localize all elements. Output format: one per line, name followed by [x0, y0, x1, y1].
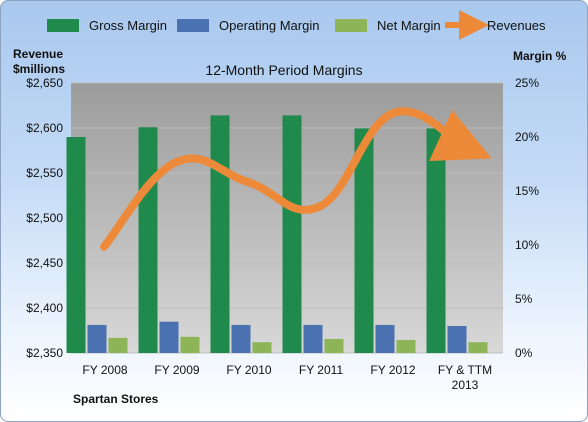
left-tick-label: $2,600: [26, 121, 63, 135]
company-name: Spartan Stores: [73, 392, 159, 406]
bar-net-margin: [252, 342, 272, 353]
bar-gross-margin: [426, 128, 446, 353]
left-tick-label: $2,500: [26, 211, 63, 225]
left-tick-label: $2,350: [26, 346, 63, 360]
revenue-line: [100, 107, 492, 251]
left-tick-label: $2,650: [26, 76, 63, 90]
category-label: 2013: [452, 378, 479, 392]
bar-net-margin: [324, 338, 344, 353]
category-labels: FY 2008 FY 2009 FY 2010 FY 2011 FY 2012 FY & …: [82, 363, 492, 392]
left-axis-ticks: $2,350 $2,400 $2,450 $2,500 $2,550 $2,600 $2,6…: [26, 76, 63, 360]
category-label: FY 2008: [82, 363, 127, 377]
category-label: FY 2012: [370, 363, 415, 377]
right-axis-ticks: 0% 5% 10% 15% 20% 25%: [515, 76, 539, 360]
left-axis-label-line1: Revenue: [13, 47, 63, 61]
legend-swatch: [335, 19, 367, 32]
category-label: FY 2009: [154, 363, 199, 377]
left-tick-label: $2,400: [26, 301, 63, 315]
bar-operating-margin: [159, 321, 179, 353]
left-tick-label: $2,550: [26, 166, 63, 180]
chart-title: 12-Month Period Margins: [205, 62, 362, 78]
legend-label: Revenues: [487, 18, 546, 33]
right-tick-label: 10%: [515, 238, 539, 252]
legend-label: Gross Margin: [89, 18, 167, 33]
bar-operating-margin: [87, 324, 107, 353]
right-tick-label: 25%: [515, 76, 539, 90]
bar-gross-margin: [66, 137, 86, 353]
revenue-line-path: [100, 107, 492, 251]
left-axis-label-line2: $millions: [13, 62, 65, 76]
category-label: FY 2010: [226, 363, 271, 377]
category-label: FY 2011: [299, 363, 344, 377]
bar-operating-margin: [303, 324, 323, 353]
right-axis-label: Margin %: [513, 49, 567, 63]
bar-gross-margin: [282, 115, 302, 354]
right-tick-label: 5%: [515, 292, 533, 306]
bar-gross-margin: [138, 127, 158, 353]
bar-operating-margin: [375, 324, 395, 353]
legend-swatch: [47, 19, 79, 32]
bar-operating-margin: [447, 326, 467, 353]
bar-net-margin: [108, 337, 128, 353]
bar-series: [66, 115, 488, 354]
legend-label: Net Margin: [377, 18, 441, 33]
bar-gross-margin: [210, 115, 230, 354]
right-tick-label: 20%: [515, 130, 539, 144]
right-tick-label: 0%: [515, 346, 533, 360]
right-tick-label: 15%: [515, 184, 539, 198]
bar-gross-margin: [354, 128, 374, 353]
legend-label: Operating Margin: [219, 18, 319, 33]
bar-net-margin: [468, 342, 488, 353]
legend-swatch: [177, 19, 209, 32]
category-label: FY & TTM: [438, 363, 492, 377]
legend: Gross Margin Operating Margin Net Margin Re…: [47, 10, 546, 40]
bar-net-margin: [180, 336, 200, 353]
left-tick-label: $2,450: [26, 256, 63, 270]
bar-net-margin: [396, 340, 416, 353]
bar-operating-margin: [231, 324, 251, 353]
